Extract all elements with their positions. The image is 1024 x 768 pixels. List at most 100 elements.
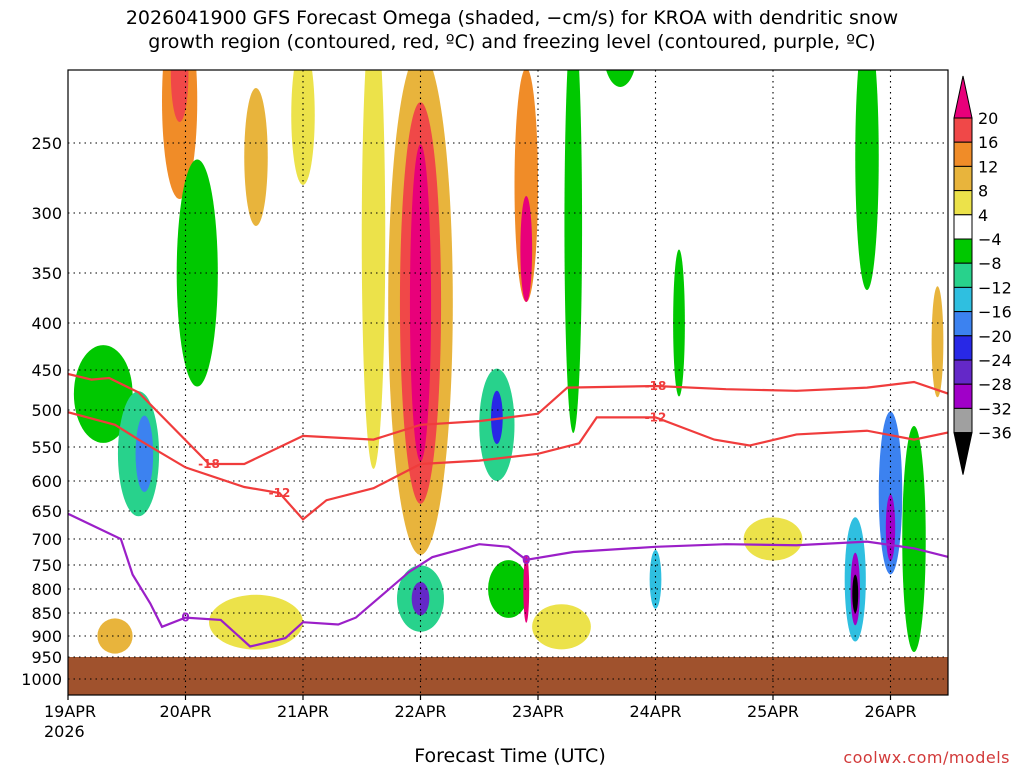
colorbar-label: −4 (978, 230, 1002, 249)
chart-title-line1: 2026041900 GFS Forecast Omega (shaded, −… (125, 7, 899, 29)
plot-frame (67, 69, 949, 696)
contour-label: -12 (645, 410, 667, 424)
omega-cell (170, 70, 189, 122)
y-tick-label: 400 (31, 314, 62, 333)
omega-cell (244, 88, 268, 226)
omega-cell (491, 390, 503, 445)
colorbar-swatch (953, 407, 973, 434)
colorbar-label: −24 (978, 351, 1012, 370)
terrain-block (68, 657, 948, 695)
y-tick-label: 1000 (21, 670, 62, 689)
contour-lines: -18 -18 -12 -12 0 0 (68, 372, 948, 648)
contour-label: -18 (645, 379, 667, 393)
omega-cell (564, 70, 583, 433)
colorbar-bottom-arrow (953, 432, 973, 475)
colorbar-label: 20 (978, 109, 998, 128)
chart-title: 2026041900 GFS Forecast Omega (shaded, −… (0, 6, 1024, 54)
contour--18 (68, 372, 948, 466)
contour-label: -18 (198, 457, 220, 471)
chart-title-line2: growth region (contoured, red, ºC) and f… (148, 31, 876, 53)
colorbar-swatch (953, 335, 973, 361)
colorbar-swatch (953, 165, 973, 192)
y-tick-label: 450 (31, 361, 62, 380)
omega-cell (931, 286, 944, 398)
x-tick-label: 23APR (512, 702, 564, 721)
x-tick-label: 22APR (394, 702, 446, 721)
omega-cell (361, 70, 386, 469)
x-tick-label: 20APR (159, 702, 211, 721)
x-tick-label: 26APR (864, 702, 916, 721)
omega-cell (606, 70, 635, 87)
omega-cell (523, 555, 530, 623)
colorbar-label: 4 (978, 206, 988, 225)
colorbar: 20 16 12 8 4 −4 −8 −12 −16 −20 −24 −28 −32 −36 (953, 75, 1012, 475)
colorbar-label: 16 (978, 133, 998, 152)
colorbar-label: 12 (978, 157, 998, 176)
x-tick-label: 21APR (277, 702, 329, 721)
y-tick-label: 950 (31, 648, 62, 667)
x-tick-label: 25APR (747, 702, 799, 721)
x-axis: 19APR 20APR 21APR 22APR 23APR 24APR 25APR 26APR… (44, 695, 917, 741)
y-tick-label: 700 (31, 530, 62, 549)
omega-cell (291, 70, 315, 185)
omega-cell (176, 159, 218, 387)
omega-cell (514, 70, 538, 302)
omega-cell (902, 426, 926, 652)
colorbar-label: −36 (978, 424, 1012, 443)
contour-label: 0 (181, 611, 189, 625)
x-tick-label: 24APR (629, 702, 681, 721)
colorbar-swatch (953, 190, 973, 216)
y-axis: 250 300 350 400 450 500 550 600 650 700 750 800 850 9… (21, 134, 62, 689)
colorbar-swatch (953, 286, 973, 313)
colorbar-swatch (953, 117, 973, 143)
colorbar-label: 8 (978, 182, 988, 201)
x-tick-label: 19APR (44, 702, 96, 721)
omega-shading (73, 70, 944, 654)
terrain-fill (68, 657, 948, 695)
colorbar-label: −32 (978, 399, 1012, 418)
x-tick-sublabel: 2026 (44, 722, 85, 741)
contour-0 (68, 512, 948, 648)
credit-link[interactable]: coolwx.com/models (843, 748, 1010, 767)
colorbar-swatch (953, 214, 973, 240)
omega-cell (532, 604, 591, 650)
omega-cell (209, 594, 303, 650)
y-tick-label: 300 (31, 204, 62, 223)
omega-cell (520, 196, 533, 302)
contour-label: -12 (269, 486, 291, 500)
y-tick-label: 800 (31, 580, 62, 599)
contour-label: 0 (522, 553, 530, 567)
contour--12 (68, 411, 948, 521)
y-tick-label: 550 (31, 438, 62, 457)
colorbar-top-arrow (953, 75, 973, 119)
omega-cell (649, 550, 662, 609)
colorbar-swatch (953, 383, 973, 409)
y-tick-label: 850 (31, 604, 62, 623)
colorbar-swatch (953, 359, 973, 385)
y-tick-label: 900 (31, 627, 62, 646)
y-tick-label: 600 (31, 472, 62, 491)
omega-cell (97, 618, 133, 654)
y-tick-label: 250 (31, 134, 62, 153)
colorbar-label: −12 (978, 278, 1012, 297)
y-tick-label: 500 (31, 401, 62, 420)
omega-cell (135, 415, 154, 492)
omega-cell (409, 144, 432, 462)
x-axis-label: Forecast Time (UTC) (414, 745, 606, 767)
colorbar-swatch (953, 141, 973, 167)
colorbar-label: −20 (978, 327, 1012, 346)
colorbar-swatch (953, 238, 973, 264)
colorbar-swatch (953, 311, 973, 337)
colorbar-label: −16 (978, 303, 1012, 322)
omega-cell (878, 411, 903, 575)
omega-cell (852, 574, 859, 613)
y-tick-label: 650 (31, 502, 62, 521)
omega-cell (855, 70, 879, 290)
colorbar-label: −8 (978, 254, 1002, 273)
grid-lines (68, 70, 948, 695)
colorbar-swatch (953, 262, 973, 288)
y-tick-label: 350 (31, 264, 62, 283)
colorbar-label: −28 (978, 375, 1012, 394)
y-tick-label: 750 (31, 556, 62, 575)
